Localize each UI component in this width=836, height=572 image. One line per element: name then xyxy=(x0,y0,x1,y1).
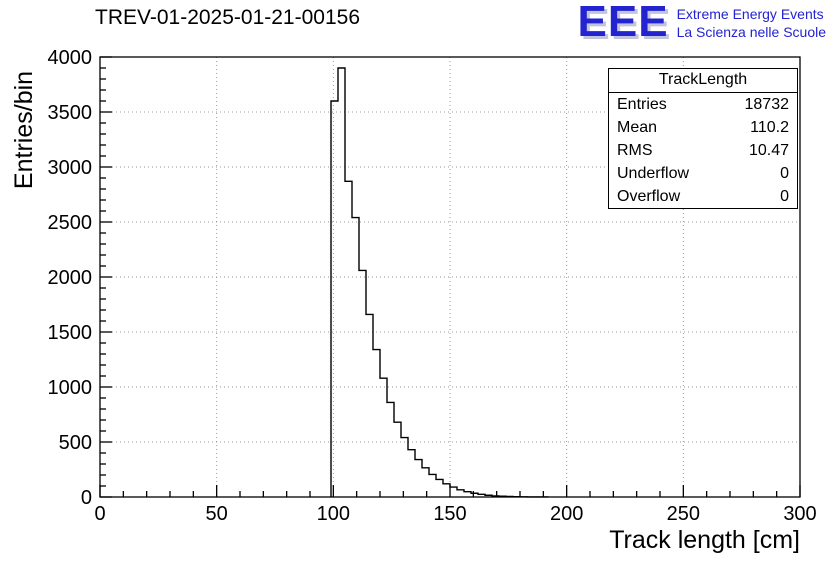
svg-text:4000: 4000 xyxy=(48,47,93,69)
grid-lines xyxy=(100,57,800,497)
svg-text:300: 300 xyxy=(783,503,816,525)
stat-label: Overflow xyxy=(617,188,681,205)
svg-text:2500: 2500 xyxy=(48,212,93,234)
stats-row: Overflow 0 xyxy=(609,185,797,208)
svg-text:50: 50 xyxy=(206,503,228,525)
svg-text:500: 500 xyxy=(59,432,92,454)
stat-value: 10.47 xyxy=(748,142,789,159)
svg-text:150: 150 xyxy=(433,503,466,525)
axis-ticks xyxy=(99,56,801,498)
svg-text:1000: 1000 xyxy=(48,377,93,399)
svg-text:2000: 2000 xyxy=(48,267,93,289)
stats-row: RMS 10.47 xyxy=(609,139,797,162)
stat-value: 18732 xyxy=(744,96,790,113)
stat-value: 0 xyxy=(780,188,789,205)
eee-logo-line2: La Scienza nelle Scuole xyxy=(676,24,826,40)
histogram-line xyxy=(330,67,549,498)
stat-value: 110.2 xyxy=(750,119,789,136)
eee-logo-subtitle: Extreme Energy Events La Scienza nelle S… xyxy=(677,2,826,41)
svg-text:1500: 1500 xyxy=(48,322,93,344)
stats-box: TrackLength Entries 18732 Mean 110.2 RMS 10.4… xyxy=(608,68,798,209)
svg-text:3000: 3000 xyxy=(48,157,93,179)
axis-tick-labels: 0 50 100 150 200 250 3000500100015002000250030… xyxy=(48,47,817,525)
svg-text:3500: 3500 xyxy=(48,102,93,124)
x-axis-label: Track length [cm] xyxy=(609,526,800,554)
eee-logo-line1: Extreme Energy Events xyxy=(676,6,824,22)
eee-logo-text: EEE xyxy=(577,0,669,46)
eee-logo: EEE Extreme Energy Events La Scienza nel… xyxy=(577,0,826,46)
svg-text:250: 250 xyxy=(667,503,700,525)
stat-label: Entries xyxy=(617,96,667,113)
stat-value: 0 xyxy=(780,165,789,182)
stats-box-title: TrackLength xyxy=(609,69,797,93)
stat-label: RMS xyxy=(617,142,653,159)
svg-text:0: 0 xyxy=(81,487,92,509)
svg-text:0: 0 xyxy=(94,503,105,525)
svg-text:200: 200 xyxy=(550,503,583,525)
y-axis-label: Entries/bin xyxy=(10,71,38,189)
stats-row: Underflow 0 xyxy=(609,162,797,185)
stats-rows: Entries 18732 Mean 110.2 RMS 10.47 Underflow 0 O… xyxy=(609,93,797,208)
svg-text:100: 100 xyxy=(317,503,350,525)
page-title: TREV-01-2025-01-21-00156 xyxy=(95,6,361,29)
stat-label: Mean xyxy=(617,119,658,136)
stat-label: Underflow xyxy=(617,165,690,182)
stats-row: Entries 18732 xyxy=(609,93,797,116)
stats-row: Mean 110.2 xyxy=(609,116,797,139)
